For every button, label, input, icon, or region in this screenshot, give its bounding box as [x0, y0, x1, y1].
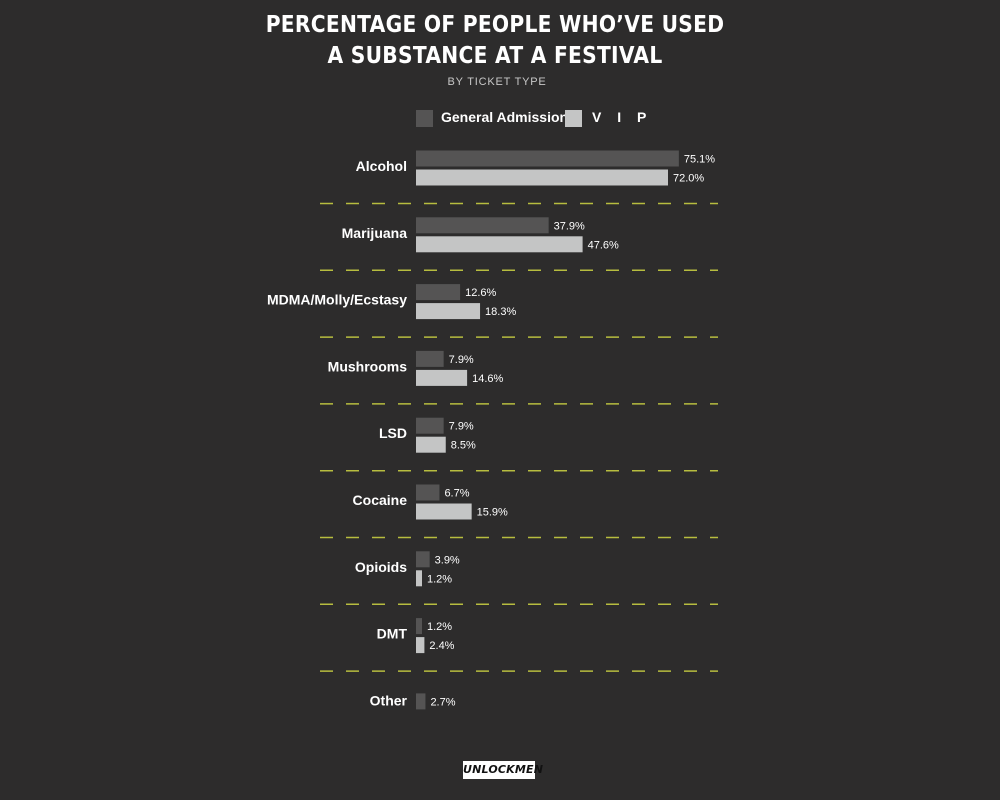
bar-v-i-p-mushrooms — [416, 369, 468, 386]
legend-swatch-general-admission — [416, 110, 433, 127]
bar-v-i-p-marijuana — [416, 236, 583, 253]
legend-swatch-vip — [565, 110, 582, 127]
category-label-opioids: Opioids — [355, 559, 407, 575]
value-label-v-i-p-dmt: 2.4% — [429, 640, 454, 652]
bar-general-admission-mdma-molly-ecstasy — [416, 284, 461, 301]
value-label-general-admission-other: 2.7% — [430, 696, 455, 708]
unlockmen-logo: UNLOCKMEN — [463, 761, 543, 779]
bar-general-admission-opioids — [416, 551, 430, 568]
value-label-general-admission-marijuana: 37.9% — [554, 220, 585, 232]
category-label-mdma-molly-ecstasy: MDMA/Molly/Ecstasy — [267, 292, 407, 308]
category-label-dmt: DMT — [377, 626, 408, 642]
category-label-lsd: LSD — [379, 425, 407, 441]
category-label-mushrooms: Mushrooms — [328, 358, 408, 374]
chart-subtitle: BY TICKET TYPE — [447, 76, 547, 88]
chart-title: PERCENTAGE OF PEOPLE WHO’VE USED A SUBST… — [59, 10, 930, 72]
bar-v-i-p-lsd — [416, 436, 446, 453]
value-label-v-i-p-mdma-molly-ecstasy: 18.3% — [485, 306, 516, 318]
value-label-general-admission-alcohol: 75.1% — [684, 154, 715, 166]
bar-general-admission-marijuana — [416, 217, 549, 234]
bar-v-i-p-mdma-molly-ecstasy — [416, 303, 481, 320]
bar-general-admission-cocaine — [416, 484, 440, 501]
bar-v-i-p-dmt — [416, 637, 425, 654]
value-label-general-admission-mushrooms: 7.9% — [449, 354, 474, 366]
category-label-cocaine: Cocaine — [353, 492, 408, 508]
value-label-general-admission-opioids: 3.9% — [435, 554, 460, 566]
value-label-v-i-p-opioids: 1.2% — [427, 573, 452, 585]
value-label-v-i-p-mushrooms: 14.6% — [472, 373, 503, 385]
legend-label-vip: V I P — [592, 109, 653, 125]
bar-general-admission-dmt — [416, 618, 422, 635]
bar-v-i-p-opioids — [416, 570, 422, 587]
chart-title-line-1: PERCENTAGE OF PEOPLE WHO’VE USED — [265, 12, 725, 38]
bar-general-admission-alcohol — [416, 150, 679, 167]
chart-title-line-2: A SUBSTANCE AT A FESTIVAL — [327, 43, 663, 69]
bar-general-admission-other — [416, 693, 426, 710]
bar-general-admission-mushrooms — [416, 350, 444, 367]
bar-v-i-p-alcohol — [416, 169, 668, 186]
value-label-general-admission-mdma-molly-ecstasy: 12.6% — [465, 287, 496, 299]
value-label-general-admission-dmt: 1.2% — [427, 621, 452, 633]
value-label-v-i-p-marijuana: 47.6% — [588, 239, 619, 251]
value-label-v-i-p-lsd: 8.5% — [451, 440, 476, 452]
bar-general-admission-lsd — [416, 417, 444, 434]
category-label-other: Other — [370, 692, 408, 708]
bar-v-i-p-cocaine — [416, 503, 472, 520]
value-label-general-admission-cocaine: 6.7% — [444, 488, 469, 500]
value-label-v-i-p-alcohol: 72.0% — [673, 173, 704, 185]
legend-label-general-admission: General Admission — [441, 109, 569, 125]
value-label-general-admission-lsd: 7.9% — [449, 421, 474, 433]
category-label-alcohol: Alcohol — [356, 158, 407, 174]
value-label-v-i-p-cocaine: 15.9% — [477, 507, 508, 519]
category-label-marijuana: Marijuana — [342, 225, 408, 241]
chart-legend: General Admission V I P — [0, 108, 1000, 130]
